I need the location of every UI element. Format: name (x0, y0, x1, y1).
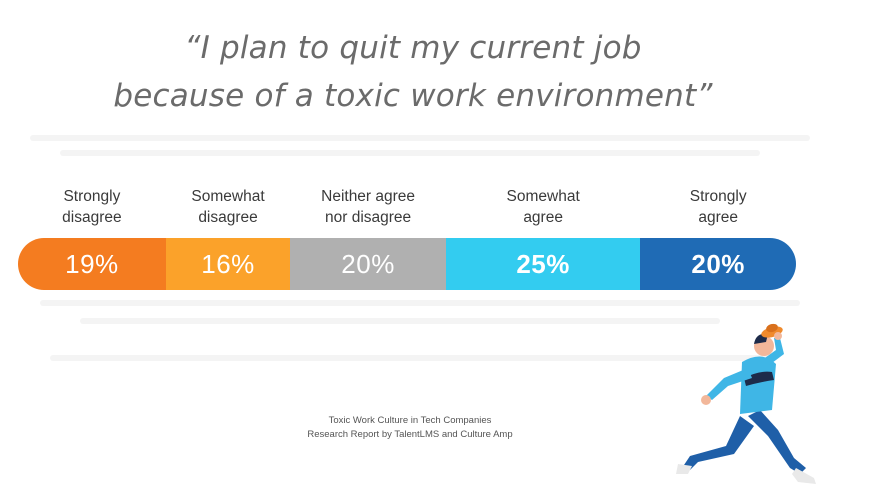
data-label-somewhat-agree: 25% (516, 248, 570, 279)
runner-raised-hand (774, 332, 782, 340)
runner-back-leg (682, 416, 754, 470)
data-label-strongly-agree: 20% (691, 248, 745, 279)
running-person-illustration (676, 323, 816, 484)
runner-belt-bag (744, 371, 774, 386)
source-line-1: Toxic Work Culture in Tech Companies (328, 415, 492, 426)
runner-torso (740, 356, 776, 414)
runner-back-shoe (676, 464, 692, 474)
bar-segment-somewhat-disagree: 16% (165, 238, 291, 290)
runner-front-leg (748, 410, 806, 474)
stacked-bar: 19% 16% 20% 25% 20% (18, 238, 796, 290)
chart-title: “I plan to quit my current job because o… (0, 24, 826, 120)
runner-front-shoe (792, 468, 816, 484)
runner-front-arm (762, 338, 784, 366)
category-label-somewhat-agree: Somewhat agree (506, 188, 580, 226)
runner-back-hand (701, 395, 711, 405)
data-label-somewhat-disagree: 16% (201, 248, 255, 279)
category-label-strongly-disagree: Strongly disagree (62, 188, 122, 226)
source-citation: Toxic Work Culture in Tech Companies Res… (307, 414, 512, 442)
category-label-somewhat-disagree: Somewhat disagree (191, 188, 265, 226)
title-line-1: “I plan to quit my current job (184, 30, 642, 66)
data-label-neither: 20% (341, 248, 395, 279)
bar-segment-somewhat-agree: 25% (445, 238, 641, 290)
runner-hat-top (766, 323, 778, 333)
title-line-2: because of a toxic work environment” (113, 78, 713, 114)
bar-segment-strongly-disagree: 19% (18, 238, 166, 290)
category-label-neither: Neither agree nor disagree (321, 188, 416, 226)
bar-segment-neither: 20% (290, 238, 446, 290)
bar-segment-strongly-agree: 20% (640, 238, 796, 290)
category-label-strongly-agree: Strongly agree (689, 188, 747, 226)
data-label-strongly-disagree: 19% (65, 248, 119, 279)
source-line-2: Research Report by TalentLMS and Culture… (307, 429, 513, 440)
runner-back-arm (706, 368, 752, 400)
